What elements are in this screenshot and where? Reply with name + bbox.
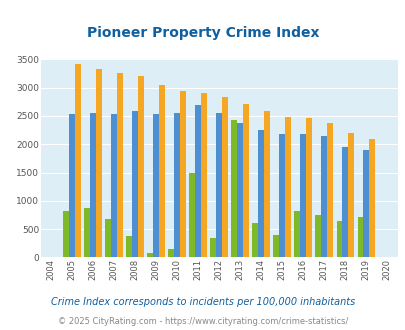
Bar	[189, 173, 195, 257]
Bar	[63, 211, 69, 257]
Bar	[347, 133, 353, 257]
Bar	[362, 150, 369, 257]
Bar	[369, 139, 374, 257]
Bar	[252, 223, 258, 257]
Bar	[126, 237, 132, 257]
Bar	[210, 238, 216, 257]
Bar	[75, 64, 81, 257]
Bar	[138, 76, 144, 257]
Bar	[285, 116, 290, 257]
Bar	[273, 235, 279, 257]
Bar	[180, 90, 185, 257]
Bar	[341, 147, 347, 257]
Bar	[96, 69, 102, 257]
Bar	[264, 111, 269, 257]
Bar	[321, 136, 326, 257]
Bar	[336, 221, 341, 257]
Bar	[153, 114, 159, 257]
Bar	[305, 118, 311, 257]
Bar	[69, 114, 75, 257]
Bar	[300, 134, 305, 257]
Bar	[326, 123, 333, 257]
Bar	[200, 93, 207, 257]
Bar	[147, 253, 153, 257]
Bar	[168, 249, 174, 257]
Bar	[315, 215, 321, 257]
Bar	[243, 104, 249, 257]
Bar	[294, 211, 300, 257]
Bar	[231, 120, 237, 257]
Bar	[117, 73, 123, 257]
Bar	[105, 219, 111, 257]
Bar	[111, 114, 117, 257]
Text: © 2025 CityRating.com - https://www.cityrating.com/crime-statistics/: © 2025 CityRating.com - https://www.city…	[58, 317, 347, 326]
Text: Crime Index corresponds to incidents per 100,000 inhabitants: Crime Index corresponds to incidents per…	[51, 297, 354, 307]
Bar	[174, 113, 180, 257]
Bar	[258, 130, 264, 257]
Bar	[222, 97, 228, 257]
Bar	[237, 123, 243, 257]
Bar	[279, 134, 285, 257]
Bar	[195, 105, 200, 257]
Bar	[132, 111, 138, 257]
Bar	[216, 113, 222, 257]
Text: Pioneer Property Crime Index: Pioneer Property Crime Index	[87, 26, 318, 40]
Bar	[84, 208, 90, 257]
Bar	[90, 113, 96, 257]
Bar	[159, 85, 164, 257]
Bar	[357, 217, 362, 257]
